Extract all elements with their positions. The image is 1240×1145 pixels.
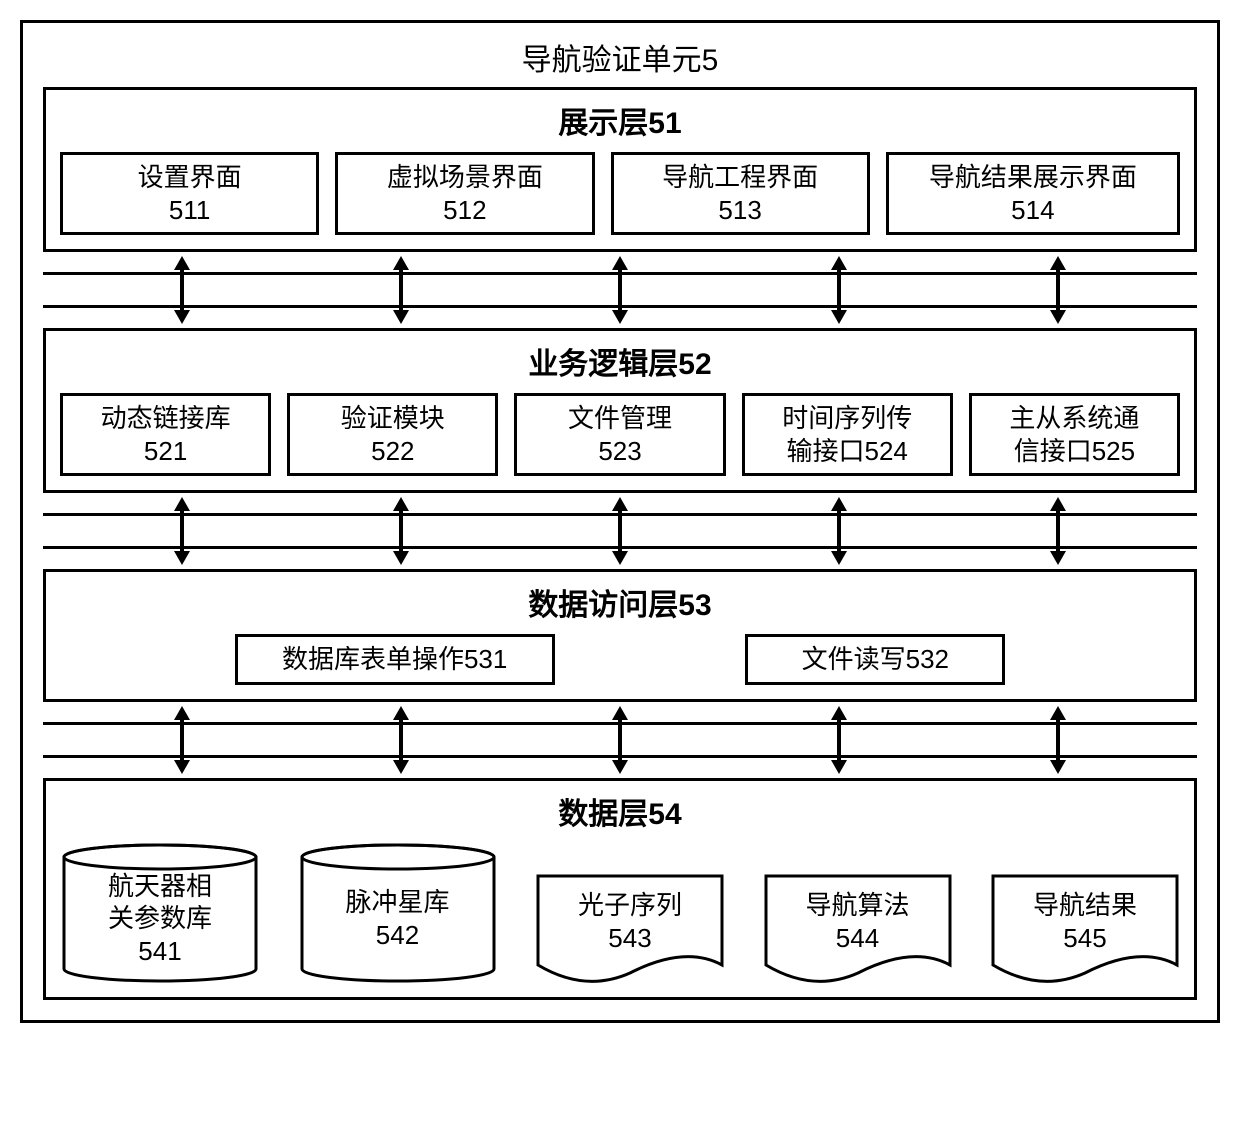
box-511-l1: 设置界面 (138, 161, 242, 194)
double-arrow-icon (1046, 256, 1070, 324)
box-514-l2: 514 (1011, 194, 1054, 227)
box-512-l2: 512 (443, 194, 486, 227)
box-531-l1: 数据库表单操作531 (282, 643, 507, 676)
layer-52-row: 动态链接库 521 验证模块 522 文件管理 523 时间序列传 输接口524… (60, 393, 1180, 476)
cylinder-542: 脉冲星库 542 (298, 843, 498, 983)
box-523-l1: 文件管理 (568, 402, 672, 435)
doc-544-l1: 导航算法 (805, 889, 909, 922)
double-arrow-icon (170, 256, 194, 324)
layer-54: 数据层54 航天器相 关参数库 541 (43, 778, 1197, 1000)
arrow-group (43, 706, 1197, 774)
double-arrow-icon (608, 706, 632, 774)
double-arrow-icon (608, 256, 632, 324)
double-arrow-icon (827, 256, 851, 324)
double-arrow-icon (827, 706, 851, 774)
box-532-l1: 文件读写532 (802, 643, 949, 676)
layer-52: 业务逻辑层52 动态链接库 521 验证模块 522 文件管理 523 时间序列… (43, 328, 1197, 493)
box-525-l2: 信接口525 (1014, 435, 1135, 468)
box-513-l2: 513 (718, 194, 761, 227)
box-513-l1: 导航工程界面 (662, 161, 818, 194)
document-543: 光子序列 543 (535, 873, 725, 983)
layer-53-title: 数据访问层53 (60, 580, 1180, 624)
cyl-542-l1: 脉冲星库 (345, 886, 449, 919)
box-525-l1: 主从系统通 (1009, 402, 1139, 435)
document-545: 导航结果 545 (990, 873, 1180, 983)
double-arrow-icon (1046, 706, 1070, 774)
arrows-52-53 (43, 497, 1197, 565)
box-511: 设置界面 511 (60, 152, 319, 235)
double-arrow-icon (827, 497, 851, 565)
box-521-l2: 521 (144, 435, 187, 468)
double-arrow-icon (170, 497, 194, 565)
layer-51-row: 设置界面 511 虚拟场景界面 512 导航工程界面 513 导航结果展示界面 … (60, 152, 1180, 235)
box-525: 主从系统通 信接口525 (969, 393, 1180, 476)
box-514: 导航结果展示界面 514 (886, 152, 1180, 235)
doc-543-l1: 光子序列 (578, 889, 682, 922)
box-512-l1: 虚拟场景界面 (387, 161, 543, 194)
double-arrow-icon (608, 497, 632, 565)
double-arrow-icon (389, 497, 413, 565)
cyl-542-l2: 542 (345, 919, 449, 952)
double-arrow-icon (389, 706, 413, 774)
layer-54-row: 航天器相 关参数库 541 脉冲星库 542 (60, 843, 1180, 983)
doc-544-l2: 544 (805, 922, 909, 955)
layer-51-title: 展示层51 (60, 98, 1180, 142)
double-arrow-icon (389, 256, 413, 324)
layer-53: 数据访问层53 数据库表单操作531 文件读写532 (43, 569, 1197, 702)
box-531: 数据库表单操作531 (235, 634, 555, 685)
cyl-541-l1: 航天器相 (108, 870, 212, 903)
double-arrow-icon (170, 706, 194, 774)
box-513: 导航工程界面 513 (611, 152, 870, 235)
box-521-l1: 动态链接库 (101, 402, 231, 435)
box-524-l1: 时间序列传 (782, 402, 912, 435)
box-524-l2: 输接口524 (787, 435, 908, 468)
box-512: 虚拟场景界面 512 (335, 152, 594, 235)
cylinder-541: 航天器相 关参数库 541 (60, 843, 260, 983)
box-523: 文件管理 523 (514, 393, 725, 476)
double-arrow-icon (1046, 497, 1070, 565)
box-522: 验证模块 522 (287, 393, 498, 476)
box-522-l1: 验证模块 (341, 402, 445, 435)
unit-title: 导航验证单元5 (43, 35, 1197, 79)
arrow-group (43, 256, 1197, 324)
cyl-541-l2: 关参数库 (108, 902, 212, 935)
cyl-541-l3: 541 (108, 935, 212, 968)
layer-54-title: 数据层54 (60, 789, 1180, 833)
box-523-l2: 523 (598, 435, 641, 468)
arrows-51-52 (43, 256, 1197, 324)
box-524: 时间序列传 输接口524 (742, 393, 953, 476)
doc-543-l2: 543 (578, 922, 682, 955)
arrow-group (43, 497, 1197, 565)
box-521: 动态链接库 521 (60, 393, 271, 476)
arrows-53-54 (43, 706, 1197, 774)
box-522-l2: 522 (371, 435, 414, 468)
document-544: 导航算法 544 (763, 873, 953, 983)
doc-545-l1: 导航结果 (1033, 889, 1137, 922)
layer-53-row: 数据库表单操作531 文件读写532 (60, 634, 1180, 685)
layer-52-title: 业务逻辑层52 (60, 339, 1180, 383)
box-511-l2: 511 (169, 194, 210, 227)
layer-51: 展示层51 设置界面 511 虚拟场景界面 512 导航工程界面 513 导航结… (43, 87, 1197, 252)
box-514-l1: 导航结果展示界面 (929, 161, 1137, 194)
unit-container: 导航验证单元5 展示层51 设置界面 511 虚拟场景界面 512 导航工程界面… (20, 20, 1220, 1023)
doc-545-l2: 545 (1033, 922, 1137, 955)
box-532: 文件读写532 (745, 634, 1005, 685)
